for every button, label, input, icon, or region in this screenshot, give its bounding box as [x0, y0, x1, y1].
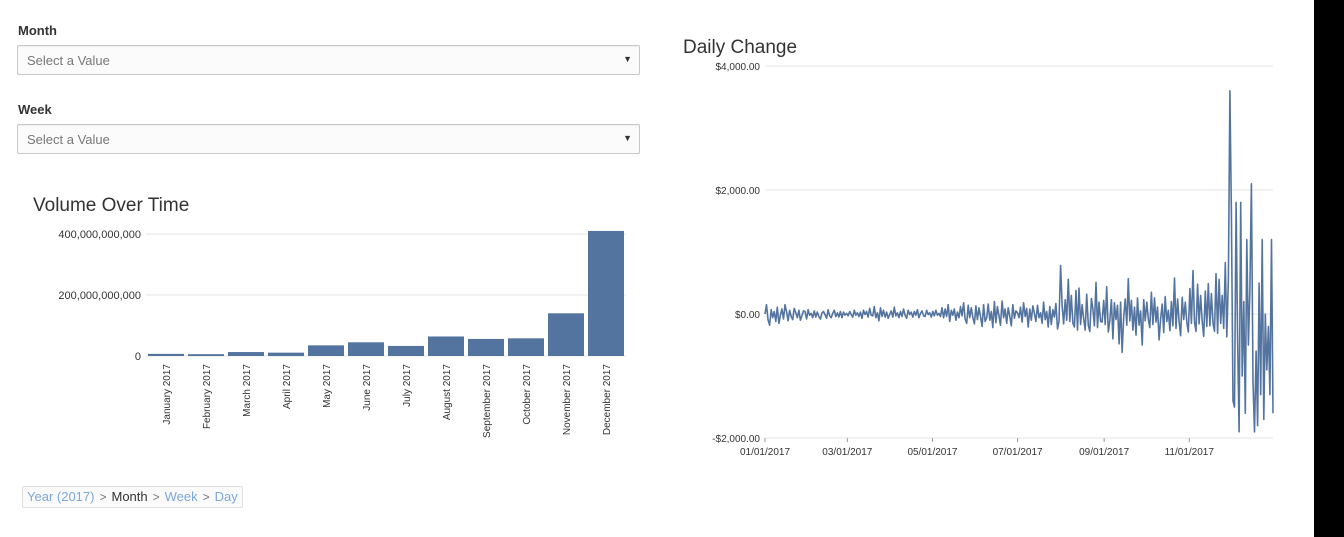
- volume-chart-title: Volume Over Time: [33, 195, 190, 216]
- line-x-tick-label: 03/01/2017: [822, 447, 872, 458]
- breadcrumb-item: Month: [111, 489, 148, 504]
- bar: [228, 352, 264, 356]
- breadcrumb-item[interactable]: Week: [164, 489, 198, 504]
- bar-x-tick-label: June 2017: [362, 364, 373, 411]
- week-select-placeholder: Select a Value: [27, 132, 110, 147]
- bar: [348, 342, 384, 356]
- daily-change-line-chart: -$2,000.00 $0.00 $2,000.00 $4,000.00 01/01/2…: [712, 62, 1274, 458]
- bar: [508, 338, 544, 356]
- line-x-tick-label: 11/01/2017: [1165, 447, 1215, 458]
- bar: [188, 354, 224, 356]
- chevron-right-icon: >: [99, 490, 107, 504]
- bar-y-tick-label: 400,000,000,000: [58, 229, 141, 241]
- bar: [468, 338, 504, 356]
- line-x-tick-label: 05/01/2017: [907, 447, 957, 458]
- breadcrumb: Year (2017) > Month > Week > Day: [22, 486, 243, 508]
- bar-y-tick-label: 200,000,000,000: [58, 290, 141, 302]
- bar: [148, 353, 184, 356]
- bar-x-tick-label: February 2017: [202, 364, 213, 429]
- line-x-tick-label: 09/01/2017: [1079, 447, 1129, 458]
- bar: [428, 336, 464, 356]
- line-y-tick-label: -$2,000.00: [712, 434, 760, 445]
- breadcrumb-item[interactable]: Year (2017): [27, 489, 95, 504]
- bar: [308, 345, 344, 356]
- bar: [588, 230, 624, 356]
- line-x-tick-label: 07/01/2017: [993, 447, 1043, 458]
- bar-x-tick-label: August 2017: [442, 364, 453, 421]
- line-y-tick-label: $2,000.00: [716, 186, 761, 197]
- bar-x-tick-label: October 2017: [522, 364, 533, 425]
- bar-x-tick-label: January 2017: [162, 364, 173, 425]
- volume-bar-chart: 0 200,000,000,000 400,000,000,000 January 2…: [58, 229, 626, 438]
- week-label: Week: [18, 102, 52, 117]
- bar-x-tick-label: November 2017: [562, 364, 573, 436]
- breadcrumb-item[interactable]: Day: [214, 489, 238, 504]
- bar: [388, 345, 424, 356]
- bar-y-tick-label: 0: [135, 351, 141, 363]
- line-x-tick-label: 01/01/2017: [740, 447, 790, 458]
- bar-x-tick-label: May 2017: [322, 364, 333, 408]
- bar: [548, 313, 584, 356]
- daily-change-chart-title: Daily Change: [683, 37, 798, 58]
- caret-down-icon: ▼: [623, 133, 632, 143]
- bar-x-tick-label: December 2017: [602, 364, 613, 436]
- bar-x-tick-label: July 2017: [402, 364, 413, 407]
- line-y-tick-label: $4,000.00: [716, 62, 761, 73]
- chevron-right-icon: >: [152, 490, 160, 504]
- month-select-placeholder: Select a Value: [27, 53, 110, 68]
- month-select[interactable]: Select a Value ▼: [17, 45, 640, 75]
- daily-change-series-line: [764, 89, 1274, 433]
- month-label: Month: [18, 23, 57, 38]
- bar: [268, 352, 304, 356]
- bar-x-tick-label: September 2017: [482, 364, 493, 438]
- bar-x-tick-label: April 2017: [282, 364, 293, 409]
- bar-x-tick-label: March 2017: [242, 364, 253, 417]
- week-select[interactable]: Select a Value ▼: [17, 124, 640, 154]
- caret-down-icon: ▼: [623, 54, 632, 64]
- line-y-tick-label: $0.00: [735, 310, 760, 321]
- window-edge: [1314, 0, 1344, 537]
- chevron-right-icon: >: [202, 490, 210, 504]
